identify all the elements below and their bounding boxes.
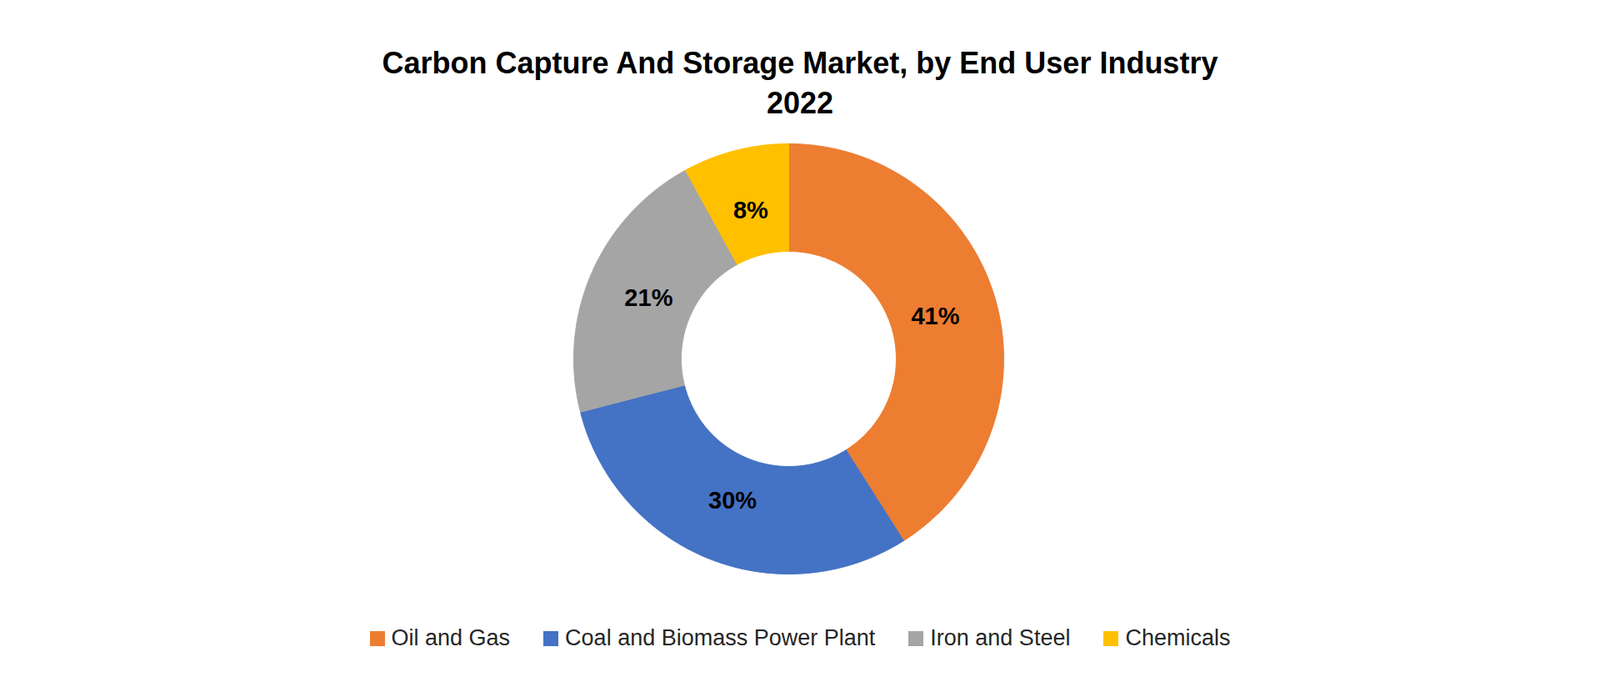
html-text:Carbon Capture And Storage Mar: Carbon Capture And Storage Market, by En… <box>382 45 1218 80</box>
html-text:Chemicals: Chemicals <box>1125 625 1231 650</box>
html-text:Coal and Biomass Power Plant: Coal and Biomass Power Plant <box>565 625 876 650</box>
html-text:Iron and Steel: Iron and Steel <box>930 625 1071 650</box>
svg-text:21%: 21% <box>624 284 673 311</box>
html-text:2022: 2022 <box>766 85 834 120</box>
svg-text:30%: 30% <box>708 486 757 514</box>
svg-text:8%: 8% <box>733 196 769 224</box>
html-text:Oil and Gas: Oil and Gas <box>391 625 511 650</box>
svg-text:41%: 41% <box>910 302 960 330</box>
